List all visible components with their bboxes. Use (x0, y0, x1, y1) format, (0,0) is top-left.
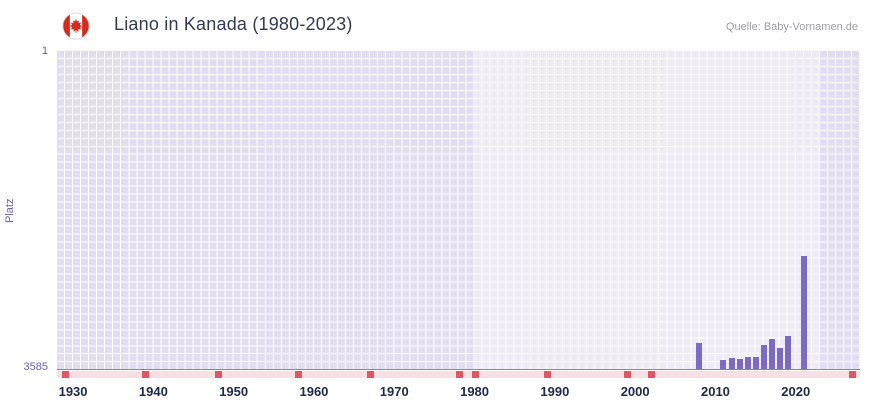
rank-bar-2018[interactable] (776, 348, 783, 369)
rank-bar-2016[interactable] (760, 345, 767, 369)
y-tick-top: 1 (41, 45, 48, 57)
red-marker-2027 (848, 371, 856, 378)
x-tick-1990: 1990 (540, 384, 570, 399)
rank-bar-2019[interactable] (784, 336, 791, 369)
rank-bar-2017[interactable] (768, 339, 775, 369)
red-marker-1989 (543, 371, 551, 378)
red-marker-1958 (294, 371, 302, 378)
x-tick-1980: 1980 (460, 384, 490, 399)
x-tick-1950: 1950 (219, 384, 249, 399)
source-credit: Quelle: Baby-Vornamen.de (725, 21, 858, 33)
y-tick-bottom: 3585 (23, 361, 48, 373)
chart-title: Liano in Kanada (1980-2023) (114, 14, 353, 34)
rank-bar-2021[interactable] (800, 256, 807, 369)
red-marker-1967 (367, 371, 375, 378)
x-tick-2020: 2020 (781, 384, 811, 399)
rank-bar-2015[interactable] (752, 356, 759, 369)
red-marker-2002 (648, 371, 656, 378)
x-tick-1960: 1960 (299, 384, 329, 399)
red-marker-1980 (471, 371, 479, 378)
red-marker-1978 (455, 371, 463, 378)
x-axis-strip (57, 371, 860, 378)
canada-flag-icon (62, 12, 90, 40)
x-tick-2000: 2000 (620, 384, 650, 399)
x-tick-1970: 1970 (379, 384, 409, 399)
rank-bar-2012[interactable] (728, 358, 735, 369)
rank-bar-2013[interactable] (736, 358, 743, 369)
rank-bar-2008[interactable] (696, 343, 703, 369)
plot-area (57, 51, 860, 370)
red-marker-1948 (214, 371, 222, 378)
red-marker-1929 (62, 371, 70, 378)
red-marker-1939 (142, 371, 150, 378)
highlight-band-1980-2023 (474, 51, 820, 369)
x-tick-2010: 2010 (700, 384, 730, 399)
rank-bar-2011[interactable] (720, 359, 727, 369)
y-axis-title: Platz (4, 198, 16, 223)
x-tick-1940: 1940 (138, 384, 168, 399)
rank-bar-2014[interactable] (744, 357, 751, 369)
x-tick-1930: 1930 (58, 384, 88, 399)
red-marker-1999 (624, 371, 632, 378)
